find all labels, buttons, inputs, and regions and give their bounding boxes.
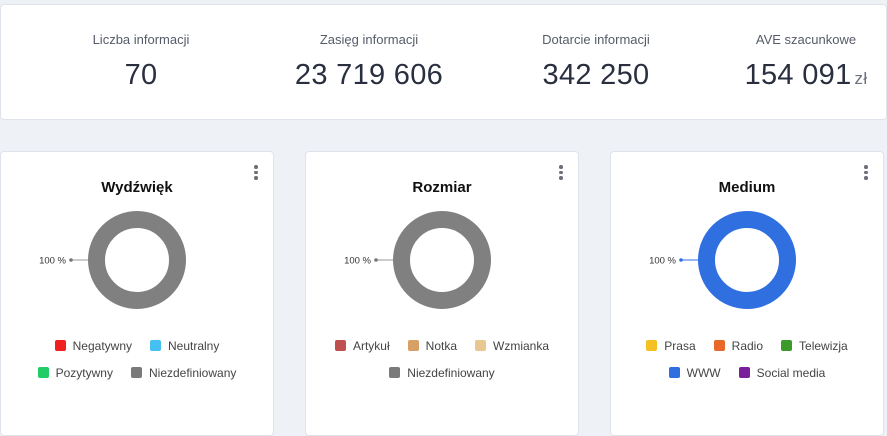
donut-chart: 100 % (649, 211, 796, 309)
legend-item[interactable]: Radio (713, 339, 764, 353)
slice-label-dot (69, 258, 73, 262)
donut-slice[interactable] (88, 211, 186, 309)
card-title: Rozmiar (412, 179, 472, 196)
legend-swatch (150, 340, 161, 351)
legend-swatch (668, 367, 680, 378)
legend-item[interactable]: Pozytywny (37, 366, 113, 380)
legend-item[interactable]: Prasa (646, 339, 696, 353)
legend-item[interactable]: Notka (407, 339, 458, 353)
more-options-icon[interactable] (558, 165, 564, 181)
legend-swatch (475, 340, 487, 351)
legend-item[interactable]: Neutralny (150, 339, 219, 353)
legend-row: Negatywny Neutralny (1, 339, 273, 353)
legend-row: Prasa Radio Telewizja (611, 339, 883, 353)
legend-label: Wzmianka (493, 339, 550, 353)
legend-swatch (407, 340, 419, 351)
legend-label: Social media (756, 366, 826, 380)
legend-item[interactable]: Niezdefiniowany (389, 366, 495, 380)
stats-panel: Liczba informacji 70 Zasięg informacji 2… (0, 4, 887, 120)
chart-card-size: Rozmiar 100 % Artykuł Notka Wzmianka Niezdefi… (305, 151, 579, 436)
legend-swatch (738, 367, 750, 378)
legend-item[interactable]: WWW (668, 366, 721, 380)
legend-row: Artykuł Notka Wzmianka (306, 339, 578, 353)
slice-label-dot (374, 258, 378, 262)
stat-news-count: Liczba informacji 70 (41, 5, 241, 121)
donut-chart: 100 % (39, 211, 186, 309)
currency-unit: zł (854, 69, 868, 88)
legend-item[interactable]: Wzmianka (475, 339, 549, 353)
legend-swatch (389, 367, 401, 378)
legend-label: Niezdefiniowany (148, 366, 237, 380)
legend-swatch (713, 340, 725, 351)
legend-item[interactable]: Negatywny (54, 339, 132, 353)
stat-reach: Zasięg informacji 23 719 606 (269, 5, 469, 121)
more-options-icon[interactable] (863, 165, 869, 181)
legend-item[interactable]: Telewizja (781, 339, 848, 353)
card-title: Wydźwięk (101, 179, 173, 196)
stat-impressions: Dotarcie informacji 342 250 (496, 5, 696, 121)
slice-percent-label: 100 % (344, 256, 371, 267)
slice-percent-label: 100 % (649, 256, 676, 267)
legend-label: Prasa (664, 339, 696, 353)
stat-value: 23 719 606 (294, 59, 444, 91)
donut-slice[interactable] (393, 211, 491, 309)
stat-value: 70 (124, 59, 158, 91)
chart-card-medium: Medium 100 % Prasa Radio Telewizja WWW Social … (610, 151, 884, 436)
slice-percent-label: 100 % (39, 256, 66, 267)
legend-item[interactable]: Niezdefiniowany (130, 366, 237, 380)
legend-label: Neutralny (168, 339, 220, 353)
legend-item[interactable]: Social media (738, 366, 826, 380)
more-options-icon[interactable] (253, 165, 259, 181)
legend-row: Pozytywny Niezdefiniowany (1, 366, 273, 380)
legend-label: Notka (425, 339, 458, 353)
legend-label: Telewizja (799, 339, 848, 353)
legend-swatch (37, 367, 49, 378)
legend-swatch (646, 340, 658, 351)
stat-ave: AVE szacunkowe 154 091 zł (724, 5, 887, 121)
stat-label: Liczba informacji (92, 32, 190, 47)
legend-item[interactable]: Artykuł (334, 339, 390, 353)
legend-row: Niezdefiniowany (306, 366, 578, 380)
card-title: Medium (718, 179, 776, 196)
donut-slice[interactable] (698, 211, 796, 309)
legend-swatch (781, 340, 793, 351)
legend-label: Radio (731, 339, 764, 353)
legend-swatch (334, 340, 346, 351)
legend-swatch (54, 340, 66, 351)
stat-label: Zasięg informacji (319, 32, 419, 47)
legend-label: Pozytywny (55, 366, 113, 380)
legend-swatch (130, 367, 142, 378)
legend-label: Artykuł (352, 339, 390, 353)
legend-label: Negatywny (72, 339, 132, 353)
stat-label: AVE szacunkowe (755, 32, 857, 47)
donut-chart: 100 % (344, 211, 491, 309)
chart-card-sentiment: Wydźwięk 100 % Negatywny Neutralny Pozytywny… (0, 151, 274, 436)
stat-label: Dotarcie informacji (542, 32, 650, 47)
stat-value: 342 250 (542, 59, 650, 91)
stat-value: 154 091 zł (744, 59, 868, 91)
slice-label-dot (679, 258, 683, 262)
legend-label: Niezdefiniowany (407, 366, 495, 380)
legend-row: WWW Social media (611, 366, 883, 380)
legend-label: WWW (686, 366, 721, 380)
